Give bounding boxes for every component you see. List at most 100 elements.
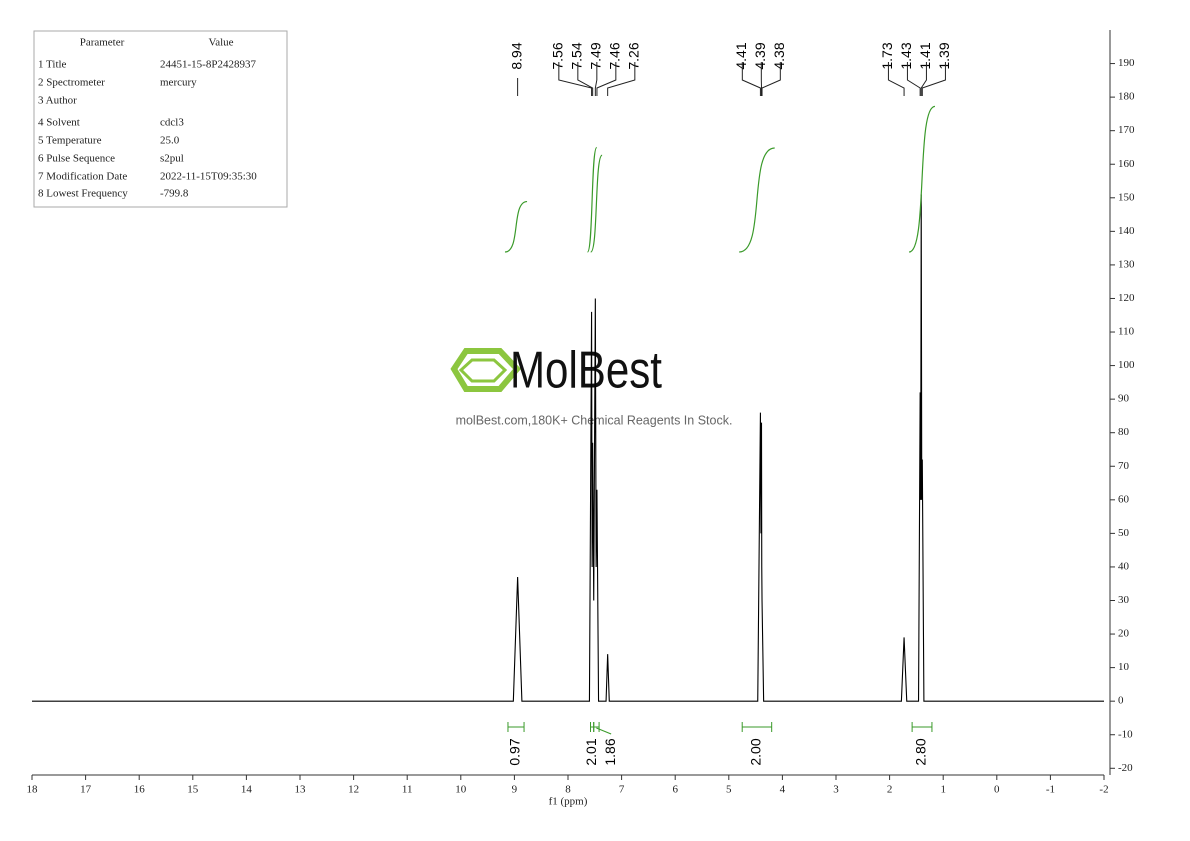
x-tick-label: 15 — [187, 784, 199, 796]
peak-label: 7.56 — [550, 42, 566, 69]
integral-curve — [586, 146, 598, 253]
y-tick-label: 130 — [1118, 258, 1135, 270]
y-tick-label: 140 — [1118, 225, 1135, 237]
x-tick-label: 3 — [833, 784, 839, 796]
table-cell: 8 Lowest Frequency — [38, 188, 128, 200]
x-tick-label: 8 — [565, 784, 571, 796]
y-tick-label: 180 — [1118, 91, 1135, 103]
y-tick-label: 150 — [1118, 191, 1135, 203]
x-tick-label: 2 — [887, 784, 893, 796]
y-tick-label: 170 — [1118, 124, 1135, 136]
table-cell: 1 Title — [38, 59, 67, 71]
x-tick-label: 4 — [780, 784, 786, 796]
peak-connector — [887, 62, 905, 96]
integral-label: 2.01 — [583, 738, 599, 765]
watermark-logo-inner — [458, 358, 508, 383]
peak-connector — [741, 62, 761, 96]
peak-label: 1.73 — [879, 42, 895, 69]
table-cell: 24451-15-8P2428937 — [160, 59, 256, 71]
integral-curve — [908, 105, 936, 253]
peak-connector — [596, 62, 617, 96]
y-tick-label: 190 — [1118, 57, 1135, 69]
x-tick-label: 5 — [726, 784, 732, 796]
peak-connector — [558, 62, 593, 96]
y-tick-label: 40 — [1118, 560, 1130, 572]
peak-connector — [607, 62, 636, 96]
table-cell: mercury — [160, 77, 197, 89]
x-tick-label: 11 — [402, 784, 413, 796]
integral-curve — [504, 200, 528, 253]
peak-label: 7.46 — [607, 42, 623, 69]
integral-bracket — [911, 722, 933, 732]
watermark-logo — [450, 348, 522, 392]
peak-connector — [920, 62, 927, 96]
peak-label: 7.49 — [588, 42, 604, 69]
watermark-tagline: molBest.com,180K+ Chemical Reagents In S… — [456, 413, 733, 427]
y-tick-label: 0 — [1118, 695, 1124, 707]
table-cell: 2 Spectrometer — [38, 77, 105, 89]
y-tick-label: -10 — [1118, 728, 1133, 740]
peak-label: 1.39 — [936, 42, 952, 69]
table-header: Parameter — [80, 37, 125, 49]
parameter-table-border — [33, 30, 288, 208]
table-cell: s2pul — [160, 153, 184, 165]
table-cell: 7 Modification Date — [38, 171, 127, 183]
x-tick-label: 18 — [27, 784, 39, 796]
x-tick-label: 12 — [348, 784, 359, 796]
peak-label: 4.38 — [771, 42, 787, 69]
table-cell: -799.8 — [160, 188, 189, 200]
peak-connector — [577, 62, 594, 96]
table-cell: 6 Pulse Sequence — [38, 153, 115, 165]
integral-curve — [590, 154, 603, 253]
watermark: MolBest molBest.com,180K+ Chemical Reage… — [450, 342, 733, 427]
peak-connector — [906, 62, 921, 96]
y-tick-label: 20 — [1118, 628, 1130, 640]
table-cell: 4 Solvent — [38, 117, 80, 129]
x-tick-label: 6 — [672, 784, 678, 796]
y-tick-label: 70 — [1118, 460, 1130, 472]
x-tick-label: -1 — [1046, 784, 1055, 796]
table-cell: 2022-11-15T09:35:30 — [160, 171, 257, 183]
peak-label: 1.43 — [898, 42, 914, 69]
peak-connector — [594, 62, 598, 96]
x-tick-label: 9 — [512, 784, 518, 796]
peak-label: 1.41 — [917, 42, 933, 69]
integral-curve — [739, 147, 775, 253]
watermark-brand: MolBest — [510, 342, 662, 400]
x-tick-label: 10 — [455, 784, 467, 796]
integral-bracket — [593, 722, 600, 732]
y-tick-label: 50 — [1118, 527, 1130, 539]
integral-label: 2.80 — [913, 738, 929, 765]
peak-label: 7.26 — [626, 42, 642, 69]
peak-connector — [921, 62, 946, 96]
y-tick-label: -20 — [1118, 762, 1133, 774]
y-tick-label: 60 — [1118, 493, 1130, 505]
y-tick-label: 100 — [1118, 359, 1135, 371]
y-tick-label: 30 — [1118, 594, 1130, 606]
y-tick-label: 80 — [1118, 426, 1130, 438]
x-tick-label: 16 — [134, 784, 146, 796]
table-header: Value — [208, 37, 233, 49]
table-cell: cdcl3 — [160, 117, 184, 129]
table-cell: 3 Author — [38, 95, 77, 107]
x-tick-label: 1 — [940, 784, 946, 796]
integral-leader — [596, 727, 612, 735]
table-cell: 5 Temperature — [38, 135, 102, 147]
y-tick-label: 110 — [1118, 326, 1135, 338]
peak-connector — [761, 62, 781, 96]
spectrum-line — [32, 194, 1104, 702]
table-cell: 25.0 — [160, 135, 180, 147]
x-axis-label: f1 (ppm) — [549, 796, 588, 808]
integral-bracket — [507, 722, 525, 732]
integral-label: 1.86 — [602, 738, 618, 765]
y-tick-label: 160 — [1118, 158, 1135, 170]
x-tick-label: 7 — [619, 784, 625, 796]
x-tick-label: 14 — [241, 784, 253, 796]
y-tick-label: 10 — [1118, 661, 1130, 673]
y-tick-label: 120 — [1118, 292, 1135, 304]
peak-label: 4.41 — [733, 42, 749, 69]
y-tick-label: 90 — [1118, 393, 1130, 405]
integral-label: 2.00 — [748, 738, 764, 765]
